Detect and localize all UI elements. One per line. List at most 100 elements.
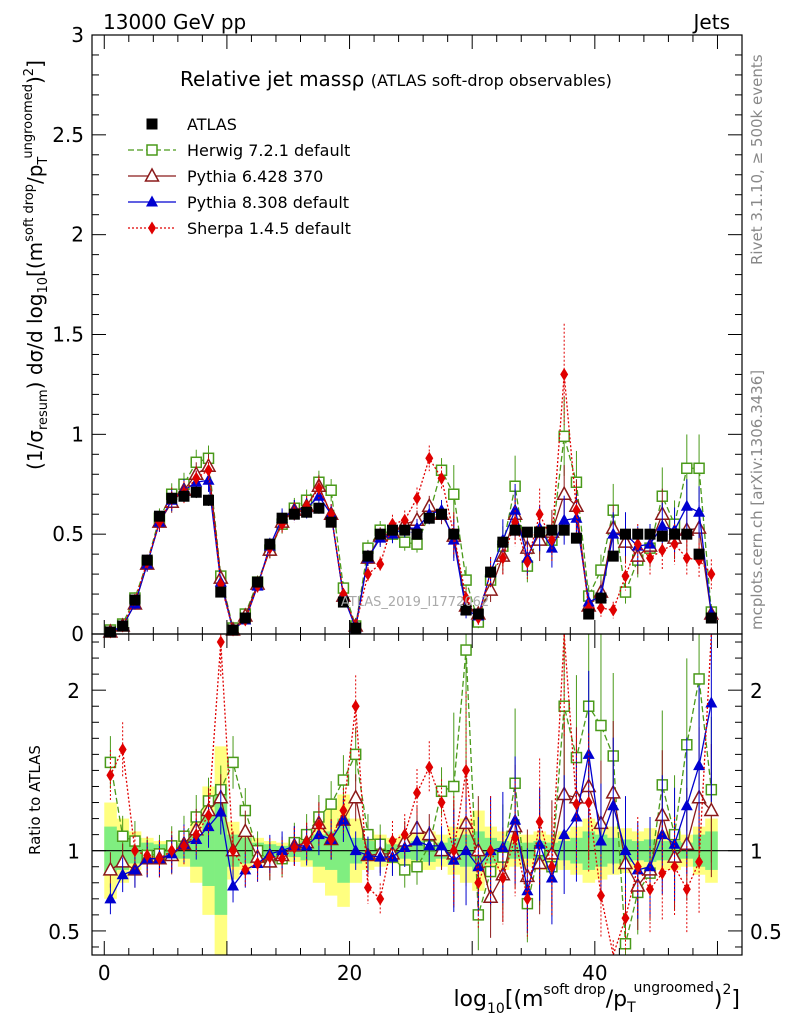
- ratio-point: [670, 860, 679, 874]
- y-tick-label: 2.5: [52, 123, 84, 147]
- data-point: [497, 536, 509, 548]
- y-tick-label: 3: [71, 23, 84, 47]
- data-point: [313, 502, 325, 514]
- data-point: [448, 488, 460, 500]
- data-point: [583, 608, 595, 620]
- y-tick-label: 1.5: [52, 323, 84, 347]
- energy-label: 13000 GeV pp: [103, 10, 246, 34]
- ratio-point: [253, 857, 262, 871]
- data-point: [680, 499, 693, 511]
- ratio-point: [595, 719, 607, 732]
- data-point: [400, 513, 409, 527]
- ratio-point: [265, 850, 274, 864]
- data-point: [376, 557, 385, 571]
- data-point: [485, 566, 497, 578]
- series-line: [110, 374, 712, 633]
- data-point: [545, 541, 558, 553]
- ratio-point: [535, 815, 544, 829]
- data-point: [350, 622, 362, 634]
- legend-entry-2: Pythia 6.428 370: [128, 167, 323, 186]
- data-point: [437, 471, 446, 485]
- legend-marker: [144, 167, 160, 182]
- data-point: [646, 551, 655, 565]
- legend-entry-4: Sherpa 1.4.5 default: [128, 219, 351, 238]
- y-tick-label: 1: [71, 422, 84, 446]
- ratio-point: [435, 839, 448, 851]
- data-point: [633, 537, 642, 551]
- data-point: [362, 550, 374, 562]
- data-point: [460, 604, 472, 616]
- ratio-point: [167, 844, 176, 858]
- data-point: [682, 551, 691, 565]
- legend-label: Pythia 8.308 default: [187, 193, 349, 212]
- ratio-series-4: [106, 633, 712, 958]
- data-point: [632, 528, 644, 540]
- legend-entry-3: Pythia 8.308 default: [128, 193, 349, 212]
- ratio-point: [449, 844, 458, 858]
- x-axis-label: log10[(msoft drop/pTungroomed)2]: [453, 980, 740, 1017]
- data-point: [523, 555, 532, 569]
- ratio-point: [227, 879, 240, 891]
- ratio-point: [214, 805, 227, 817]
- ratio-point: [386, 850, 399, 862]
- ratio-point: [621, 911, 630, 925]
- data-point: [535, 507, 544, 521]
- data-point: [398, 536, 411, 548]
- ratio-point: [155, 852, 164, 866]
- ratio-point: [204, 808, 213, 822]
- main-panel-series: [102, 323, 720, 639]
- data-point: [141, 554, 153, 566]
- ratio-point: [241, 863, 250, 877]
- ratio-point: [448, 780, 460, 793]
- data-point: [693, 462, 705, 475]
- ratio-point: [327, 832, 336, 846]
- ratio-point: [376, 892, 385, 906]
- ratio-point: [116, 830, 129, 842]
- ratio-point: [425, 760, 434, 774]
- data-point: [644, 528, 656, 540]
- data-point: [693, 548, 705, 560]
- ratio-point: [143, 848, 152, 862]
- data-point: [215, 586, 227, 598]
- ratio-point: [511, 831, 520, 845]
- data-point: [705, 612, 717, 624]
- data-point: [534, 526, 546, 538]
- data-point: [681, 528, 693, 540]
- data-point: [619, 528, 631, 540]
- y-tick-label: 0.5: [52, 522, 84, 546]
- data-point: [656, 519, 669, 531]
- data-point: [547, 533, 556, 547]
- legend-entry-0: ATLAS: [146, 115, 237, 134]
- ratio-point: [361, 848, 374, 860]
- ratio-point: [325, 798, 337, 810]
- ratio-point: [413, 786, 421, 800]
- x-tick-label: 20: [337, 961, 362, 985]
- ratio-panel-series: [102, 633, 720, 958]
- ratio-point: [351, 699, 360, 713]
- data-point: [482, 581, 499, 596]
- rivet-label: Rivet 3.1.10, ≥ 500k events: [748, 54, 766, 265]
- ratio-point: [682, 882, 691, 896]
- data-point: [670, 537, 679, 551]
- legend-label: ATLAS: [187, 115, 237, 134]
- ratio-point: [216, 635, 225, 649]
- ratio-point: [521, 884, 534, 896]
- ratio-point: [179, 839, 188, 853]
- data-point: [413, 491, 421, 505]
- legend-label: Herwig 7.2.1 default: [187, 141, 350, 160]
- ratio-point: [411, 860, 423, 873]
- ratio-point: [339, 804, 348, 818]
- x-tick-label: 0: [98, 961, 111, 985]
- ratio-point: [460, 844, 473, 856]
- ratio-point: [582, 747, 595, 759]
- ratio-point: [130, 844, 139, 858]
- data-point: [558, 513, 571, 525]
- data-point: [264, 538, 276, 550]
- ratio-point: [337, 774, 350, 786]
- data-point: [399, 524, 411, 536]
- ratio-point: [411, 834, 423, 846]
- data-point: [276, 512, 288, 524]
- data-point: [521, 526, 533, 538]
- series-0: [104, 486, 717, 638]
